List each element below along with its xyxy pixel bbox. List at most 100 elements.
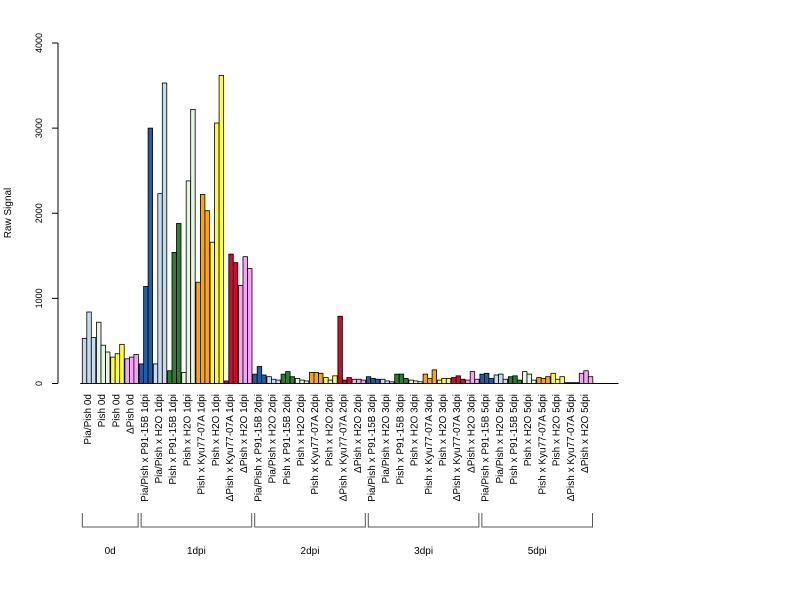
bar — [384, 380, 390, 384]
x-tick-label: Pish x P91-15B 1dpi — [168, 394, 179, 485]
bar — [261, 374, 267, 384]
bar — [431, 369, 437, 384]
bar — [365, 376, 372, 384]
bar — [422, 373, 428, 384]
x-tick-label: ΔPish x H2O 1dpi — [239, 394, 250, 473]
bar — [403, 377, 409, 384]
x-tick-label: Pish x P91-15B 5dpi — [509, 394, 520, 485]
x-tick-label: ΔPish 0d — [126, 394, 137, 434]
bar — [451, 377, 457, 384]
bar — [223, 380, 230, 384]
x-tick-label: Pish x H2O 3dpi — [410, 394, 421, 466]
bar — [441, 377, 447, 384]
bar — [436, 379, 443, 384]
bar — [540, 377, 547, 384]
bar — [190, 108, 196, 384]
bar — [90, 337, 97, 384]
x-tick-label: Pish x Kyu77-07A 2dpi — [310, 394, 321, 495]
y-tick-label: 1000 — [34, 288, 44, 308]
x-tick-label: Pia/Pish x P91-15B 5dpi — [481, 394, 492, 502]
x-tick-label: Pish x H2O 5dpi — [552, 394, 563, 466]
bar — [266, 376, 272, 384]
bar — [455, 375, 461, 384]
bar — [147, 127, 153, 384]
bar — [181, 372, 187, 384]
bar — [152, 363, 159, 384]
x-tick-label: Pish x H2O 5dpi — [523, 394, 534, 466]
bar — [370, 377, 376, 384]
x-tick-label: Pish x H2O 2dpi — [296, 394, 307, 466]
bar — [270, 378, 277, 384]
bar — [493, 374, 499, 384]
bar — [351, 378, 357, 384]
bar — [337, 315, 343, 384]
bar — [516, 379, 523, 384]
bar — [569, 382, 575, 384]
bar — [100, 344, 106, 384]
bar — [408, 379, 414, 384]
x-tick-label: Pish x Kyu77-07A 5dpi — [537, 394, 548, 495]
x-tick-label: Pia/Pish x P91-15B 3dpi — [367, 394, 378, 502]
bar — [157, 193, 163, 384]
bar — [559, 376, 565, 384]
y-tick-label: 0 — [34, 381, 44, 386]
bar — [256, 366, 263, 384]
bar — [488, 377, 494, 384]
x-tick-label: Pish x P91-15B 2dpi — [282, 394, 293, 485]
bar — [294, 377, 301, 384]
bar — [299, 379, 305, 384]
bar — [587, 376, 594, 384]
bar — [96, 321, 102, 384]
y-tick-label: 3000 — [34, 118, 44, 138]
x-tick-label: ΔPish x H2O 3dpi — [466, 394, 477, 473]
bar — [502, 378, 508, 384]
bar — [583, 370, 589, 384]
bar — [309, 372, 315, 384]
x-tick-label: Pia/Pish x P91-15B 2dpi — [253, 394, 264, 502]
bar — [531, 379, 537, 384]
group-bracket — [140, 513, 253, 528]
bar — [445, 377, 452, 384]
bar — [512, 375, 518, 384]
bar — [346, 377, 352, 384]
bar — [573, 382, 579, 384]
y-tick-label: 2000 — [34, 203, 44, 223]
x-tick-label: Pia/Pish x H2O 2dpi — [268, 394, 279, 484]
bar — [479, 373, 485, 384]
bar — [218, 74, 224, 384]
x-tick-label: Pish x H2O 1dpi — [182, 394, 193, 466]
bar — [143, 286, 149, 384]
bar — [469, 371, 476, 384]
bar — [578, 372, 585, 384]
bar — [394, 373, 400, 384]
bar — [412, 380, 419, 384]
y-axis: 0 1000 2000 3000 4000 — [34, 33, 619, 386]
group-brackets: 0d 1dpi 2dpi 3dpi 5dpi — [81, 513, 593, 557]
bar — [289, 376, 295, 384]
group-label: 5dpi — [528, 546, 547, 557]
bar — [185, 180, 192, 384]
x-tick-label: Pish 0d — [97, 394, 108, 427]
bar — [313, 372, 319, 384]
bar — [526, 373, 532, 384]
bar — [195, 281, 201, 384]
bar — [465, 379, 471, 384]
bar — [341, 379, 348, 384]
x-tick-label: ΔPish x Kyu77-07A 3dpi — [452, 394, 463, 501]
bar — [86, 311, 92, 384]
y-tick-label: 4000 — [34, 33, 44, 53]
x-tick-label: ΔPish x Kyu77-07A 5dpi — [566, 394, 577, 501]
x-tick-label: ΔPish x H2O 2dpi — [353, 394, 364, 473]
bar — [105, 351, 111, 384]
bar — [209, 241, 215, 384]
bar — [360, 379, 366, 384]
bar — [133, 354, 139, 384]
bar — [417, 381, 423, 384]
group-bracket — [254, 513, 366, 528]
bar — [427, 377, 433, 384]
bar — [238, 285, 244, 384]
x-tick-label: Pish x H2O 3dpi — [438, 394, 449, 466]
bar — [323, 377, 329, 384]
x-tick-label: Pish x H2O 2dpi — [324, 394, 335, 466]
bar — [332, 375, 338, 384]
